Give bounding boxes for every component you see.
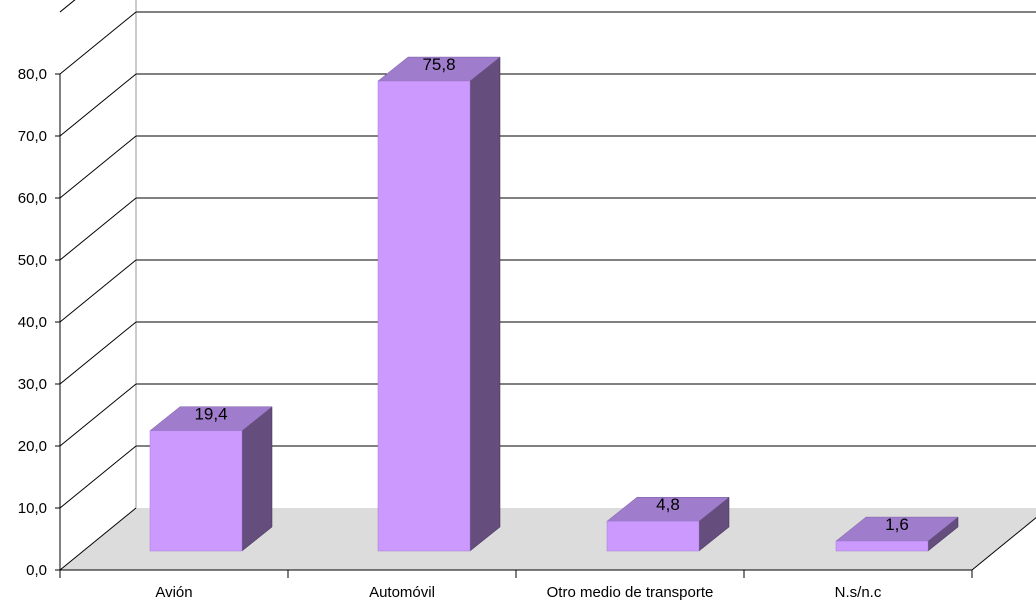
data-label: 75,8 — [422, 55, 455, 74]
gridline-side — [59, 321, 137, 385]
bar-side-face — [241, 406, 273, 552]
gridline-side — [59, 445, 137, 509]
data-label: 19,4 — [194, 405, 227, 424]
gridline-side — [59, 0, 76, 13]
y-tick-label: 30,0 — [18, 376, 47, 393]
data-label: 1,6 — [885, 515, 909, 534]
gridline-side — [59, 259, 137, 323]
y-tick-label: 20,0 — [18, 438, 47, 455]
bar-1 — [149, 406, 273, 552]
gridline-side — [59, 73, 137, 137]
x-tick-label: Avión — [155, 584, 192, 601]
bar-2 — [377, 56, 501, 552]
y-tick-label: 50,0 — [18, 252, 47, 269]
chart-floor — [60, 508, 1036, 570]
bar-front-face — [149, 430, 243, 552]
x-tick-label: N.s/n.c — [835, 584, 882, 601]
data-label: 4,8 — [656, 495, 680, 514]
y-tick-label: 70,0 — [18, 128, 47, 145]
bar-4 — [835, 516, 959, 552]
floor-right-edge — [971, 517, 1036, 571]
y-tick-label: 40,0 — [18, 314, 47, 331]
side-wall-top-edge — [59, 0, 76, 13]
y-tick-label: 80,0 — [18, 66, 47, 83]
y-tick-label: 10,0 — [18, 500, 47, 517]
bar-3 — [606, 496, 730, 552]
x-tick-label: Otro medio de transporte — [547, 584, 714, 601]
gridline-side — [59, 11, 137, 75]
bar-side-face — [469, 56, 501, 552]
bar-front-face — [606, 520, 700, 552]
bar-front-face — [377, 80, 471, 552]
y-tick-label: 0,0 — [26, 562, 47, 579]
y-tick-label: 60,0 — [18, 190, 47, 207]
gridline-side — [59, 135, 137, 199]
gridline-side — [59, 197, 137, 261]
x-tick-label: Automóvil — [369, 584, 435, 601]
gridline-side — [59, 383, 137, 447]
floor-left-edge — [59, 507, 137, 571]
bar-front-face — [835, 540, 929, 552]
